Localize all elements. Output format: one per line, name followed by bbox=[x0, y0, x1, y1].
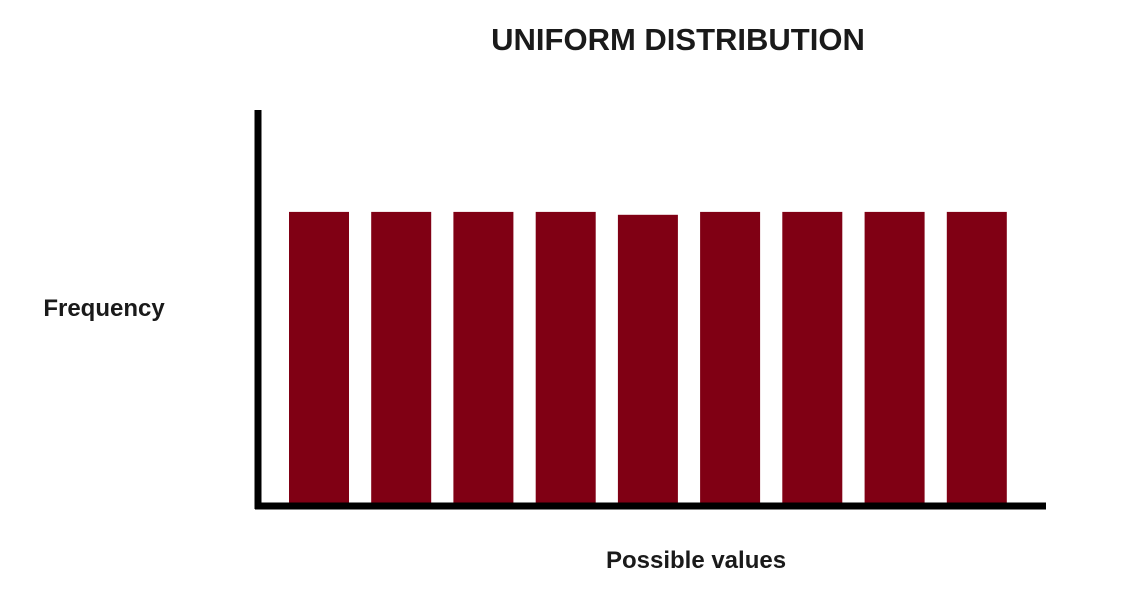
bar-2 bbox=[371, 211, 432, 503]
chart-title: UNIFORM DISTRIBUTION bbox=[491, 22, 865, 57]
bar-9 bbox=[946, 211, 1007, 503]
bar-4 bbox=[535, 211, 596, 503]
bar-3 bbox=[453, 211, 514, 503]
bar-8 bbox=[864, 211, 925, 503]
bars-group bbox=[289, 211, 1007, 504]
y-axis-label: Frequency bbox=[43, 295, 165, 322]
bar-7 bbox=[782, 211, 843, 503]
bar-1 bbox=[289, 211, 349, 503]
x-axis-label: Possible values bbox=[606, 547, 786, 574]
bar-6 bbox=[700, 211, 761, 503]
bar-5 bbox=[617, 214, 678, 504]
